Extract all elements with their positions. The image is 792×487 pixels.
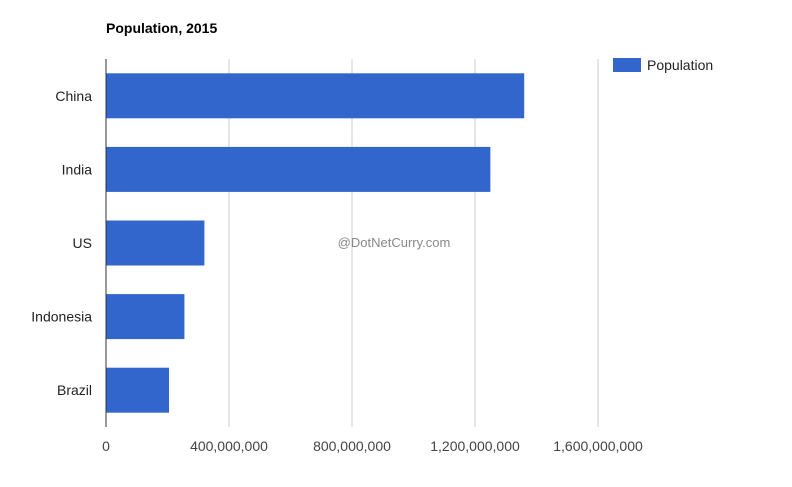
x-tick-label: 1,200,000,000	[430, 438, 520, 454]
category-label: Brazil	[57, 382, 92, 398]
gridlines	[228, 59, 599, 427]
bar-india[interactable]	[106, 146, 491, 192]
category-label: India	[62, 161, 93, 177]
x-tick-labels: 0 400,000,000 800,000,000 1,200,000,000 1,60…	[102, 438, 643, 454]
x-tick-label: 1,600,000,000	[553, 438, 643, 454]
category-label: China	[55, 88, 92, 104]
x-tick-label: 800,000,000	[313, 438, 391, 454]
bar-us[interactable]	[106, 220, 205, 266]
bar-brazil[interactable]	[106, 367, 170, 413]
watermark: @DotNetCurry.com	[338, 235, 451, 250]
bar-indonesia[interactable]	[106, 294, 185, 340]
category-label: US	[73, 235, 92, 251]
bars	[106, 73, 525, 413]
legend-swatch	[613, 58, 641, 72]
chart-title: Population, 2015	[106, 20, 217, 36]
bar-china[interactable]	[106, 73, 525, 119]
category-labels: China India US Indonesia Brazil	[31, 88, 92, 398]
legend-label: Population	[647, 57, 713, 73]
x-tick-label: 0	[102, 438, 110, 454]
category-label: Indonesia	[31, 309, 92, 325]
x-tick-label: 400,000,000	[190, 438, 268, 454]
legend: Population	[613, 57, 713, 73]
